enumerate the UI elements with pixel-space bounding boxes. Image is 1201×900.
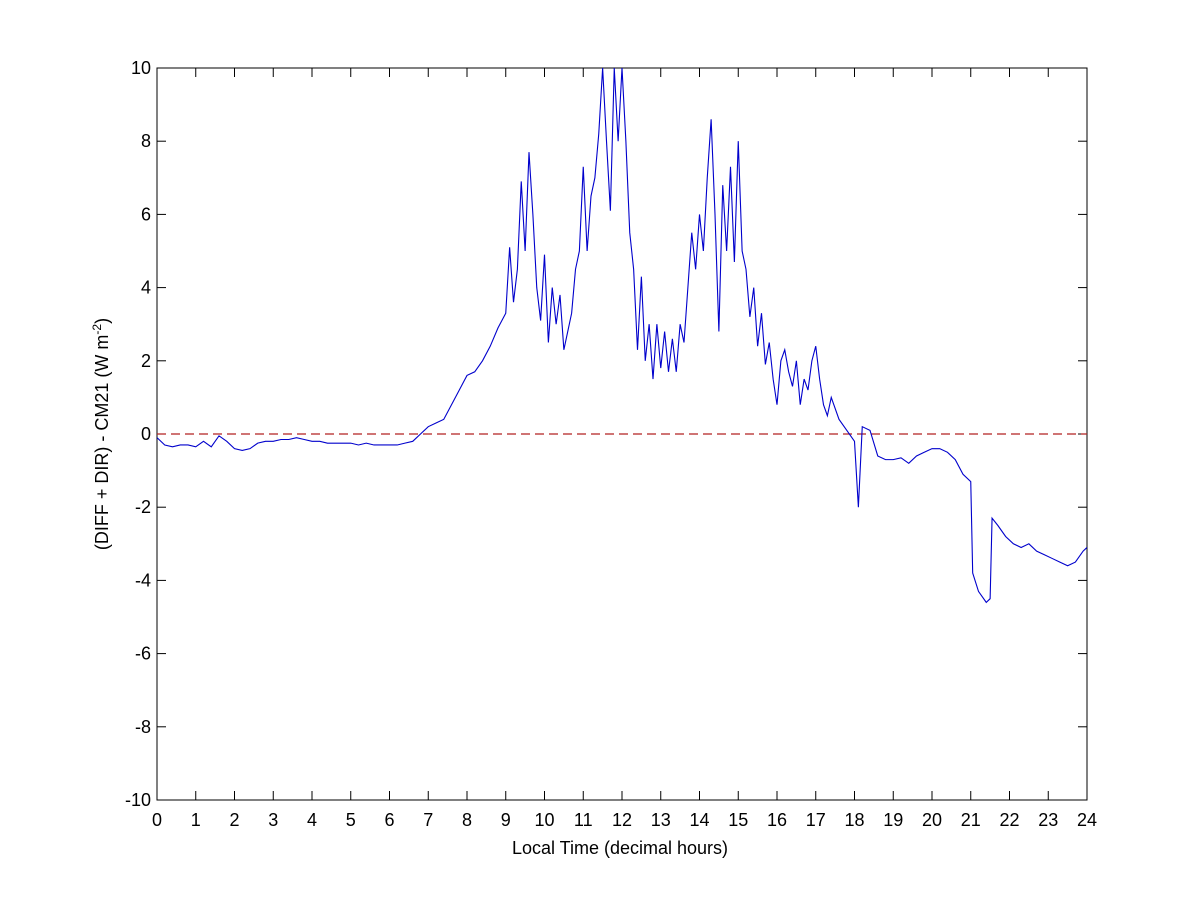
x-tick-label: 24 <box>1077 810 1097 830</box>
x-tick-label: 21 <box>961 810 981 830</box>
x-tick-label: 1 <box>191 810 201 830</box>
x-tick-label: 7 <box>423 810 433 830</box>
y-tick-label: 0 <box>141 424 151 444</box>
x-tick-label: 14 <box>689 810 709 830</box>
x-tick-label: 3 <box>268 810 278 830</box>
x-tick-label: 23 <box>1038 810 1058 830</box>
x-tick-label: 11 <box>574 810 593 830</box>
y-tick-label: -10 <box>125 790 151 810</box>
y-tick-label: -6 <box>135 644 151 664</box>
x-tick-label: 4 <box>307 810 317 830</box>
y-label-superscript: -2 <box>90 324 104 335</box>
x-tick-label: 8 <box>462 810 472 830</box>
y-tick-label: 8 <box>141 131 151 151</box>
x-tick-label: 9 <box>501 810 511 830</box>
y-tick-label: 2 <box>141 351 151 371</box>
x-tick-label: 2 <box>229 810 239 830</box>
x-tick-label: 15 <box>728 810 748 830</box>
x-tick-label: 5 <box>346 810 356 830</box>
x-tick-label: 0 <box>152 810 162 830</box>
y-label-text: (DIFF + DIR) - CM21 (W m <box>92 335 112 550</box>
x-tick-label: 13 <box>651 810 671 830</box>
y-tick-label: 4 <box>141 278 151 298</box>
x-tick-label: 12 <box>612 810 632 830</box>
y-tick-label: -2 <box>135 497 151 517</box>
y-tick-label: -4 <box>135 570 151 590</box>
y-tick-label: 6 <box>141 204 151 224</box>
x-tick-label: 6 <box>384 810 394 830</box>
x-tick-label: 17 <box>806 810 826 830</box>
data-line <box>157 68 1087 604</box>
y-tick-label: 10 <box>131 58 151 78</box>
x-axis-label: Local Time (decimal hours) <box>512 838 728 858</box>
x-tick-label: 22 <box>999 810 1019 830</box>
y-tick-label: -8 <box>135 717 151 737</box>
x-tick-label: 19 <box>883 810 903 830</box>
x-tick-label: 16 <box>767 810 787 830</box>
y-axis-label: (DIFF + DIR) - CM21 (W m-2) <box>90 318 112 550</box>
x-tick-label: 10 <box>534 810 554 830</box>
x-tick-label: 20 <box>922 810 942 830</box>
x-tick-label: 18 <box>844 810 864 830</box>
y-label-suffix: ) <box>92 318 112 324</box>
